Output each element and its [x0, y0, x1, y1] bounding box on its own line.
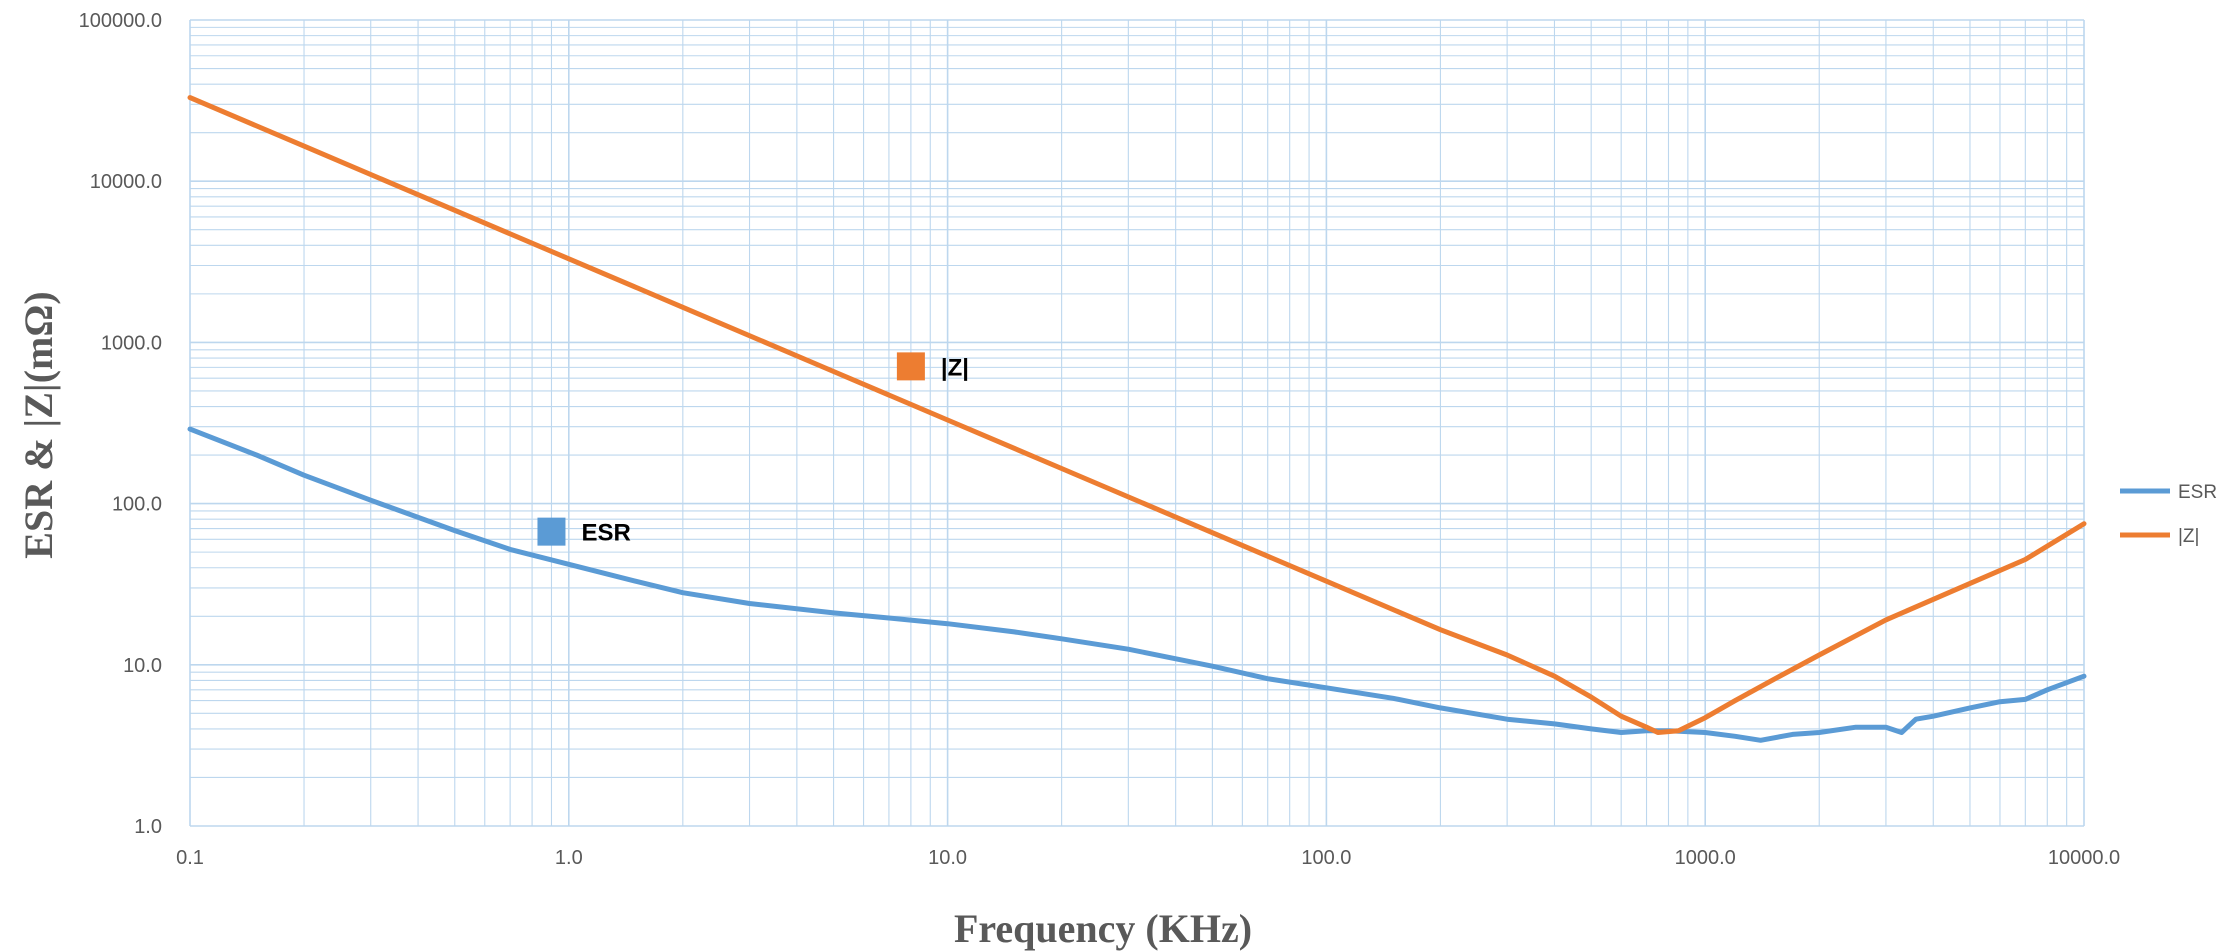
x-axis-ticks: 0.1 1.0 10.0 100.0 1000.0 10000.0: [176, 847, 2120, 869]
legend-label-esr: ESR: [2178, 482, 2217, 503]
x-tick-label: 10000.0: [2048, 847, 2120, 869]
y-tick-label: 1000.0: [101, 332, 162, 354]
annotation-marker-esr: [537, 517, 566, 546]
y-tick-label: 10.0: [123, 655, 162, 677]
series-line-esr: [187, 426, 2087, 743]
x-axis-title: Frequency (KHz): [954, 906, 1252, 951]
series-annotations: |Z| ESR: [537, 352, 969, 547]
y-axis-ticks: 1.0 10.0 100.0 1000.0 10000.0 100000.0: [79, 10, 162, 838]
series-line-z: [187, 95, 2087, 735]
annotation-marker-z: [896, 352, 925, 381]
annotation-label-esr: ESR: [581, 520, 630, 547]
x-tick-label: 100.0: [1301, 847, 1351, 869]
chart-legend: ESR |Z|: [2120, 482, 2217, 547]
x-tick-label: 1.0: [555, 847, 583, 869]
chart-grid: [189, 19, 2085, 827]
y-tick-label: 100.0: [112, 494, 162, 516]
x-tick-label: 1000.0: [1675, 847, 1736, 869]
y-axis-title: ESR & |Z|(mΩ): [16, 291, 61, 558]
x-tick-label: 10.0: [928, 847, 967, 869]
legend-label-z: |Z|: [2178, 526, 2199, 547]
x-tick-label: 0.1: [176, 847, 204, 869]
y-tick-label: 100000.0: [79, 10, 162, 32]
y-tick-label: 10000.0: [90, 171, 162, 193]
annotation-label-z: |Z|: [941, 354, 969, 381]
y-tick-label: 1.0: [134, 816, 162, 838]
series-lines: [187, 95, 2087, 743]
